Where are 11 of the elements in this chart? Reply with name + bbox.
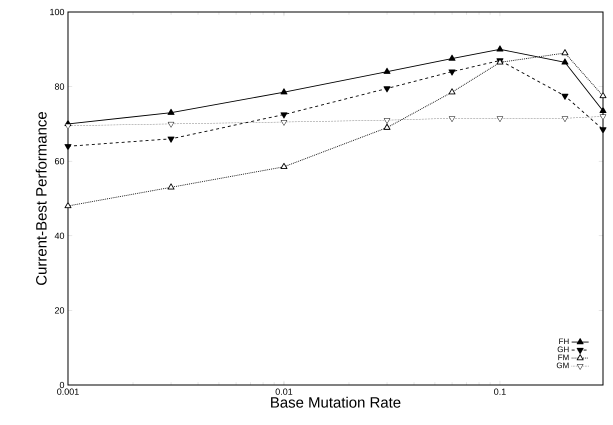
y-tick-label: 20 — [54, 307, 64, 314]
x-tick-label: 0.1 — [494, 388, 506, 395]
y-axis-title: Current-Best Performance — [36, 112, 47, 285]
y-tick-label: 80 — [54, 83, 64, 90]
y-tick-label: 60 — [54, 158, 64, 164]
y-tick-label: 40 — [54, 232, 64, 239]
x-tick-label: 0.01 — [276, 388, 292, 395]
x-tick-label: 0.001 — [57, 388, 79, 395]
y-tick-label: 0 — [60, 382, 64, 388]
x-axis-title: Base Mutation Rate — [271, 396, 400, 408]
y-tick-label: 100 — [50, 8, 64, 16]
